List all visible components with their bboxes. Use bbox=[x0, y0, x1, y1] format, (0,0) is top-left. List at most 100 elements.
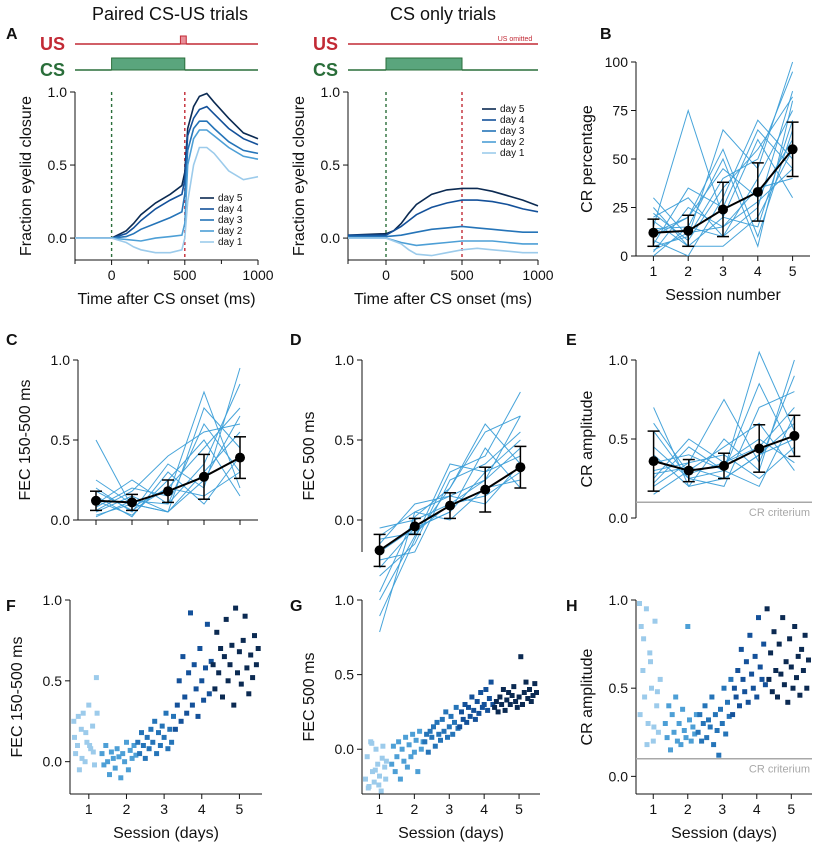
e-mean-point bbox=[789, 430, 800, 441]
d-mean-point bbox=[445, 500, 455, 511]
h-point bbox=[690, 724, 696, 730]
h-point bbox=[666, 703, 672, 709]
f-ytick-label: 0.0 bbox=[43, 754, 63, 770]
f-point bbox=[206, 691, 212, 697]
h-point bbox=[735, 668, 741, 673]
g-point bbox=[404, 764, 410, 770]
a-right-us-omitted: US omitted bbox=[498, 36, 533, 43]
a-left-trace-day3 bbox=[75, 120, 259, 239]
h-point bbox=[648, 659, 653, 665]
h-point bbox=[750, 685, 756, 691]
d-mean-point bbox=[409, 521, 420, 532]
f-point bbox=[137, 751, 143, 757]
f-point bbox=[169, 739, 175, 745]
a-right-xlabel: Time after CS onset (ms) bbox=[354, 291, 532, 308]
h-point bbox=[764, 606, 770, 612]
h-point bbox=[716, 752, 722, 758]
h-point bbox=[769, 689, 775, 695]
h-point bbox=[743, 659, 749, 665]
g-point bbox=[376, 782, 382, 788]
h-point bbox=[668, 747, 673, 753]
a-right-legend-label: day 2 bbox=[500, 137, 525, 148]
h-point bbox=[655, 729, 661, 735]
g-xtick-label: 3 bbox=[445, 801, 453, 817]
d-individual-line bbox=[379, 439, 521, 617]
f-point bbox=[252, 633, 257, 639]
a-left-cs-pulse bbox=[111, 57, 186, 71]
d-individual-line bbox=[379, 391, 521, 577]
g-point bbox=[453, 704, 459, 710]
b-mean-point bbox=[787, 144, 798, 155]
h-xlabel: Session (days) bbox=[671, 825, 777, 842]
a-left-legend-label: day 4 bbox=[218, 204, 243, 215]
h-point bbox=[706, 717, 711, 723]
h-point bbox=[725, 699, 730, 705]
g-point bbox=[411, 749, 417, 755]
a-right-trace-day4 bbox=[348, 199, 539, 236]
h-ytick-label: 0.0 bbox=[609, 768, 629, 784]
h-point bbox=[671, 729, 677, 735]
g-point bbox=[383, 776, 389, 782]
g-xtick-label: 5 bbox=[515, 801, 523, 817]
f-point bbox=[225, 678, 231, 684]
g-point bbox=[394, 754, 400, 760]
d-ytick-label: 1.0 bbox=[335, 352, 355, 368]
g-point bbox=[371, 779, 377, 785]
f-xtick-label: 5 bbox=[236, 801, 244, 817]
f-point bbox=[167, 726, 173, 732]
e-criterion-label: CR criterium bbox=[749, 507, 810, 519]
g-point bbox=[483, 687, 489, 692]
g-point bbox=[403, 734, 409, 740]
g-point bbox=[397, 776, 403, 782]
f-point bbox=[99, 751, 105, 757]
f-point bbox=[171, 713, 176, 719]
f-point bbox=[140, 743, 146, 748]
h-xtick-label: 1 bbox=[649, 801, 657, 817]
a-right-trace-day1 bbox=[348, 237, 538, 257]
panel-letter-f: F bbox=[6, 598, 16, 615]
h-point bbox=[695, 729, 701, 735]
h-point bbox=[642, 694, 648, 700]
h-point bbox=[707, 724, 713, 730]
g-point bbox=[516, 694, 522, 700]
g-point bbox=[370, 769, 375, 775]
f-point bbox=[86, 702, 92, 708]
f-point bbox=[248, 652, 254, 658]
g-point bbox=[532, 681, 538, 687]
e-ylabel: CR amplitude bbox=[579, 390, 596, 487]
g-point bbox=[493, 699, 499, 704]
g-point bbox=[372, 767, 378, 773]
g-point bbox=[513, 699, 519, 704]
g-ylabel: FEC 500 ms bbox=[301, 653, 318, 742]
f-point bbox=[184, 710, 190, 716]
h-point bbox=[747, 632, 753, 638]
a-left-ytick-label: 0.0 bbox=[48, 230, 68, 246]
d-individual-line bbox=[379, 423, 521, 593]
a-right-trace-day3 bbox=[348, 225, 538, 238]
h-point bbox=[644, 742, 650, 748]
h-point bbox=[704, 735, 710, 741]
e-mean-point bbox=[648, 456, 659, 467]
g-point bbox=[478, 690, 484, 695]
f-point bbox=[233, 605, 239, 611]
e-mean-point bbox=[754, 443, 765, 454]
h-point bbox=[737, 703, 742, 709]
a-right-legend-label: day 5 bbox=[500, 104, 525, 115]
g-point bbox=[446, 724, 452, 730]
a-right-xtick-label: 500 bbox=[450, 267, 474, 283]
h-point bbox=[709, 694, 715, 700]
e-ytick-label: 1.0 bbox=[609, 352, 629, 368]
a-right-ylabel: Fraction eyelid closure bbox=[291, 96, 308, 256]
h-point bbox=[637, 712, 643, 718]
f-point bbox=[203, 665, 208, 671]
f-point bbox=[84, 739, 90, 745]
d-mean-point bbox=[374, 545, 385, 556]
h-point bbox=[733, 694, 739, 700]
g-point bbox=[460, 716, 466, 722]
h-point bbox=[674, 738, 680, 744]
h-point bbox=[756, 615, 761, 621]
h-point bbox=[719, 721, 725, 726]
f-point bbox=[216, 670, 222, 676]
f-point bbox=[188, 610, 193, 616]
a-right-xtick-label: 1000 bbox=[522, 267, 553, 283]
